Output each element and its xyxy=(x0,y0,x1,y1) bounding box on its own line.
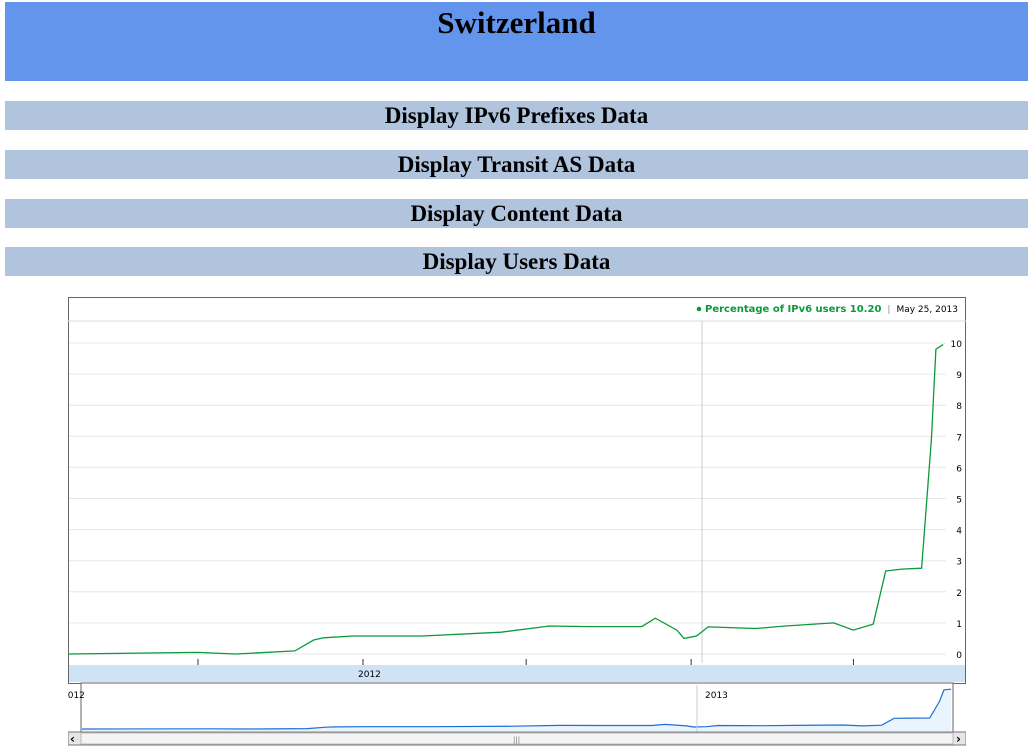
content-data-toggle[interactable]: Display Content Data xyxy=(5,199,1028,228)
y-tick-label: 6 xyxy=(956,464,962,474)
scroll-left-icon[interactable]: ‹ xyxy=(70,732,75,746)
series-line xyxy=(67,344,944,655)
legend-separator: | xyxy=(887,305,890,315)
navigator-line xyxy=(81,688,952,730)
scroll-right-icon[interactable]: › xyxy=(956,732,961,746)
navigator-label-2013: 2013 xyxy=(705,691,728,701)
y-tick-label: 7 xyxy=(956,433,962,443)
y-tick-label: 8 xyxy=(956,402,962,412)
y-tick-label: 4 xyxy=(956,527,962,537)
scrollbar-grip-icon: ||| xyxy=(513,736,520,744)
scrollbar-thumb[interactable] xyxy=(80,732,954,745)
x-axis-band xyxy=(69,665,965,682)
navigator-label-2012: 2012 xyxy=(68,691,85,701)
y-tick-label: 3 xyxy=(956,558,962,568)
y-tick-label: 1 xyxy=(956,620,962,630)
x-tick-label-2012: 2012 xyxy=(358,670,381,680)
y-tick-label: 5 xyxy=(956,496,962,506)
page-header: Switzerland xyxy=(5,2,1028,81)
navigator[interactable] xyxy=(80,682,954,733)
page-title: Switzerland xyxy=(437,5,596,40)
y-tick-label: 10 xyxy=(951,340,963,350)
legend-date: May 25, 2013 xyxy=(896,305,958,315)
legend-series-label: Percentage of IPv6 users 10.20 xyxy=(705,304,881,315)
ipv6-users-chart[interactable]: Percentage of IPv6 users 10.20 | May 25,… xyxy=(62,297,967,746)
transit-as-data-toggle[interactable]: Display Transit AS Data xyxy=(5,150,1028,179)
y-tick-label: 0 xyxy=(956,651,962,661)
prefixes-data-toggle[interactable]: Display IPv6 Prefixes Data xyxy=(5,101,1028,130)
y-tick-label: 2 xyxy=(956,589,962,599)
y-tick-label: 9 xyxy=(956,371,962,381)
navigator-area xyxy=(82,689,952,731)
legend-dot-icon xyxy=(696,306,702,312)
chart-frame xyxy=(68,297,966,684)
users-data-toggle[interactable]: Display Users Data xyxy=(5,247,1028,276)
